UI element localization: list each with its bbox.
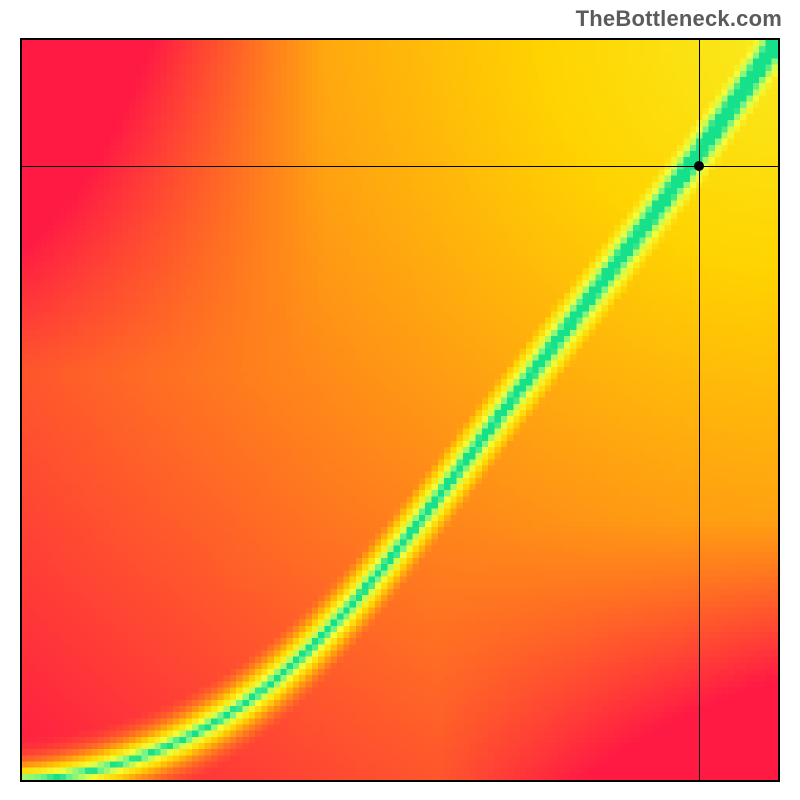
watermark-text: TheBottleneck.com — [576, 6, 782, 32]
heatmap-plot — [20, 38, 780, 782]
heatmap-canvas — [22, 40, 778, 780]
